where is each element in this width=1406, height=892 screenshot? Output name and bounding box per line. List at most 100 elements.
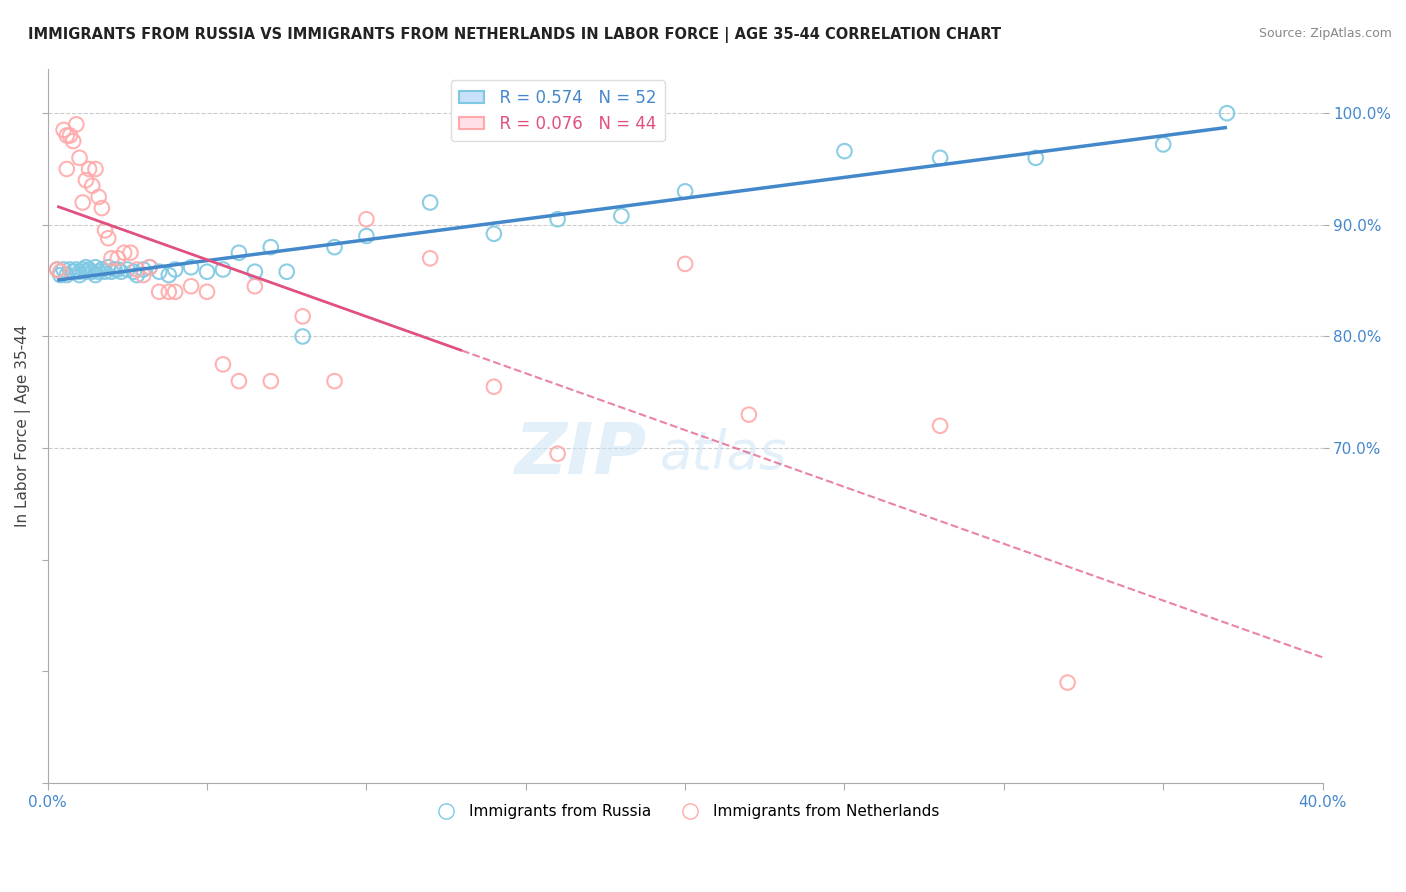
Point — [75, 260, 97, 275]
Point — [122, 265, 145, 279]
Point — [1056, 675, 1078, 690]
Point — [323, 240, 346, 254]
Point — [100, 265, 122, 279]
Point — [59, 128, 82, 143]
Point — [69, 268, 91, 282]
Point — [243, 279, 266, 293]
Point — [84, 260, 107, 275]
Point — [120, 245, 142, 260]
Point — [673, 184, 696, 198]
Point — [87, 190, 110, 204]
Point — [72, 195, 94, 210]
Point — [1216, 106, 1239, 120]
Point — [90, 262, 112, 277]
Point — [929, 418, 952, 433]
Point — [56, 128, 79, 143]
Point — [228, 245, 250, 260]
Text: Source: ZipAtlas.com: Source: ZipAtlas.com — [1258, 27, 1392, 40]
Point — [356, 229, 378, 244]
Point — [132, 268, 155, 282]
Point — [52, 262, 75, 277]
Point — [165, 262, 187, 277]
Y-axis label: In Labor Force | Age 35-44: In Labor Force | Age 35-44 — [15, 325, 31, 527]
Point — [62, 134, 84, 148]
Point — [77, 161, 100, 176]
Text: IMMIGRANTS FROM RUSSIA VS IMMIGRANTS FROM NETHERLANDS IN LABOR FORCE | AGE 35-44: IMMIGRANTS FROM RUSSIA VS IMMIGRANTS FRO… — [28, 27, 1001, 43]
Point — [46, 262, 69, 277]
Point — [56, 268, 79, 282]
Point — [148, 265, 170, 279]
Point — [77, 262, 100, 277]
Point — [834, 144, 856, 158]
Point — [82, 265, 104, 279]
Point — [56, 161, 79, 176]
Point — [157, 268, 180, 282]
Point — [195, 265, 218, 279]
Point — [49, 268, 72, 282]
Point — [276, 265, 298, 279]
Point — [90, 201, 112, 215]
Point — [125, 268, 148, 282]
Point — [547, 212, 569, 227]
Point — [180, 279, 202, 293]
Point — [138, 260, 160, 275]
Point — [419, 252, 441, 266]
Point — [212, 262, 235, 277]
Point — [65, 117, 87, 131]
Point — [94, 265, 117, 279]
Point — [52, 123, 75, 137]
Point — [243, 265, 266, 279]
Point — [97, 260, 120, 275]
Point — [1025, 151, 1047, 165]
Point — [110, 265, 132, 279]
Point — [69, 151, 91, 165]
Point — [212, 357, 235, 371]
Point — [87, 265, 110, 279]
Point — [482, 227, 505, 241]
Point — [125, 262, 148, 277]
Point — [260, 374, 283, 388]
Point — [165, 285, 187, 299]
Point — [94, 223, 117, 237]
Point — [356, 212, 378, 227]
Point — [157, 285, 180, 299]
Point — [75, 265, 97, 279]
Point — [97, 231, 120, 245]
Point — [260, 240, 283, 254]
Point — [547, 447, 569, 461]
Point — [610, 209, 633, 223]
Point — [132, 262, 155, 277]
Point — [84, 268, 107, 282]
Point — [112, 245, 135, 260]
Point — [117, 262, 139, 277]
Point — [482, 380, 505, 394]
Point — [148, 285, 170, 299]
Point — [107, 262, 129, 277]
Point — [180, 260, 202, 275]
Point — [107, 252, 129, 266]
Text: ZIP: ZIP — [515, 420, 647, 489]
Point — [65, 262, 87, 277]
Point — [82, 178, 104, 193]
Point — [84, 161, 107, 176]
Legend: Immigrants from Russia, Immigrants from Netherlands: Immigrants from Russia, Immigrants from … — [425, 798, 945, 825]
Point — [46, 262, 69, 277]
Point — [929, 151, 952, 165]
Point — [59, 262, 82, 277]
Point — [49, 265, 72, 279]
Point — [291, 329, 314, 343]
Point — [69, 265, 91, 279]
Point — [100, 252, 122, 266]
Point — [138, 260, 160, 275]
Point — [228, 374, 250, 388]
Point — [72, 262, 94, 277]
Point — [62, 265, 84, 279]
Point — [738, 408, 761, 422]
Point — [673, 257, 696, 271]
Point — [195, 285, 218, 299]
Point — [1152, 137, 1174, 152]
Point — [323, 374, 346, 388]
Point — [75, 173, 97, 187]
Point — [419, 195, 441, 210]
Point — [104, 262, 127, 277]
